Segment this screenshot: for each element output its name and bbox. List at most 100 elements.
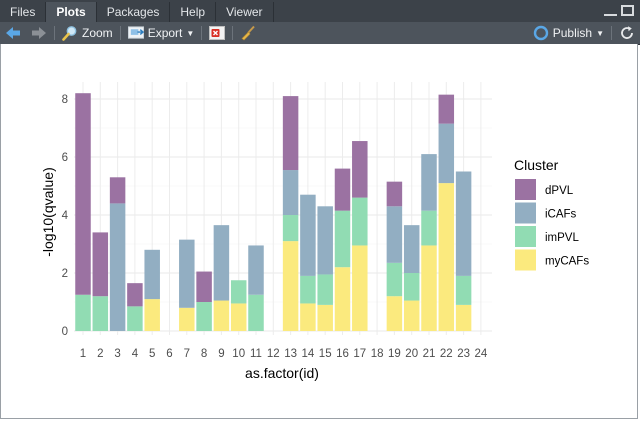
publish-button[interactable]: Publish ▼: [528, 22, 609, 44]
x-tick-label: 23: [457, 348, 470, 360]
bar-segment-myCAFs-16: [334, 267, 351, 331]
bar-segment-iCAFs-13: [282, 170, 299, 215]
bar-segment-imPVL-16: [334, 210, 351, 268]
refresh-button[interactable]: [614, 22, 640, 44]
x-tick-label: 13: [284, 348, 297, 360]
chevron-down-icon: ▼: [186, 28, 195, 38]
x-tick-label: 4: [132, 348, 139, 360]
bar-segment-imPVL-4: [127, 306, 143, 331]
y-tick-label: 2: [62, 268, 68, 280]
bar-segment-iCAFs-9: [213, 225, 230, 301]
x-tick-label: 7: [184, 348, 190, 360]
legend-label-imPVL: imPVL: [545, 232, 579, 244]
x-tick-label: 22: [440, 348, 453, 360]
tab-packages[interactable]: Packages: [97, 2, 171, 22]
bar-segment-dPVL-19: [386, 181, 403, 207]
bar-segment-iCAFs-5: [144, 249, 160, 300]
x-tick-label: 11: [250, 348, 262, 360]
x-axis-label: as.factor(id): [245, 365, 319, 381]
y-axis-label: -log10(qvalue): [40, 167, 56, 257]
chevron-down-icon: ▼: [596, 28, 604, 38]
zoom-button[interactable]: Zoom: [57, 22, 118, 44]
bar-segment-imPVL-23: [455, 275, 472, 305]
remove-plot-button[interactable]: [204, 22, 230, 44]
bar-segment-myCAFs-9: [213, 300, 230, 331]
bar-segment-iCAFs-23: [455, 171, 472, 276]
plots-toolbar: Zoom Export ▼ Publish ▼: [0, 22, 640, 45]
arrow-left-icon: [5, 25, 21, 41]
legend-key-dPVL: [515, 179, 536, 200]
bar-segment-dPVL-3: [109, 177, 126, 204]
x-tick-label: 9: [218, 348, 224, 360]
toolbar-separator: [611, 26, 612, 40]
bar-segment-myCAFs-5: [144, 299, 160, 331]
x-tick-label: 14: [302, 348, 315, 360]
bar-segment-imPVL-8: [196, 302, 212, 331]
bar-segment-imPVL-11: [248, 294, 264, 331]
bar-segment-iCAFs-7: [179, 239, 195, 308]
bar-segment-dPVL-17: [352, 141, 368, 198]
refresh-icon: [619, 25, 635, 41]
maximize-pane-button[interactable]: [621, 5, 634, 16]
x-tick-label: 5: [149, 348, 155, 360]
publish-label: Publish: [552, 26, 593, 40]
legend: Cluster dPVL iCAFs imPVL myCAFs: [514, 157, 589, 271]
bar-segment-dPVL-13: [282, 96, 299, 171]
bar-segment-myCAFs-22: [438, 183, 455, 331]
publish-icon: [533, 25, 549, 41]
x-tick-label: 6: [166, 348, 172, 360]
export-label: Export: [147, 26, 183, 40]
legend-label-dPVL: dPVL: [545, 185, 574, 197]
x-tick-label: 17: [353, 348, 366, 360]
bar-segment-imPVL-10: [230, 280, 247, 304]
plot-viewer: 0 2 4 6 8 1 2 3 4 5 6 7 8 9 10 11 12 13 14 15 16 17 18 19 20 21 22…: [0, 44, 638, 419]
y-tick-label: 8: [62, 94, 68, 106]
tab-files[interactable]: Files: [0, 2, 47, 22]
bar-segment-iCAFs-15: [317, 206, 333, 275]
bar-segment-dPVL-16: [334, 168, 351, 211]
legend-key-imPVL: [515, 226, 536, 247]
x-tick-label: 24: [475, 348, 488, 360]
tab-viewer[interactable]: Viewer: [216, 2, 274, 22]
legend-label-iCAFs: iCAFs: [545, 209, 577, 221]
x-tick-label: 16: [336, 348, 349, 360]
bar-segment-imPVL-15: [317, 274, 333, 305]
bar-segment-imPVL-13: [282, 215, 299, 242]
toolbar-separator: [119, 26, 121, 40]
bar-segment-myCAFs-20: [403, 300, 420, 331]
pane-tabbar: Files Plots Packages Help Viewer: [0, 0, 640, 22]
toolbar-separator: [54, 26, 55, 40]
bar-segment-dPVL-4: [127, 283, 143, 307]
bar-segment-myCAFs-13: [282, 241, 299, 331]
forward-button[interactable]: [26, 22, 52, 44]
bar-segment-myCAFs-23: [455, 304, 472, 331]
bar-segment-dPVL-22: [438, 94, 455, 124]
bar-segment-myCAFs-7: [179, 307, 195, 331]
magnifier-icon: [62, 25, 78, 41]
x-tick-label: 19: [388, 348, 401, 360]
bar-segment-myCAFs-15: [317, 304, 333, 331]
bar-segment-myCAFs-14: [300, 303, 316, 331]
clear-all-plots-button[interactable]: [235, 22, 261, 44]
bar-segment-iCAFs-3: [109, 203, 126, 331]
back-button[interactable]: [0, 22, 26, 44]
window-controls: [604, 5, 634, 16]
bar-segment-iCAFs-11: [248, 245, 264, 295]
x-tick-label: 20: [405, 348, 418, 360]
bar-segment-iCAFs-21: [421, 154, 437, 211]
x-tick-label: 2: [97, 348, 103, 360]
tab-help[interactable]: Help: [170, 2, 217, 22]
bar-segment-myCAFs-10: [230, 303, 247, 331]
y-tick-label: 4: [62, 210, 69, 222]
bar-segment-iCAFs-14: [300, 194, 316, 276]
legend-label-myCAFs: myCAFs: [545, 256, 589, 268]
minimize-pane-button[interactable]: [604, 5, 617, 16]
bar-segment-iCAFs-19: [386, 206, 403, 263]
x-tick-label: 10: [232, 348, 245, 360]
tab-plots[interactable]: Plots: [46, 2, 97, 22]
export-button[interactable]: Export ▼: [123, 22, 200, 44]
x-tick-label: 21: [423, 348, 436, 360]
bar-segment-imPVL-20: [403, 273, 420, 301]
legend-title: Cluster: [514, 157, 559, 173]
